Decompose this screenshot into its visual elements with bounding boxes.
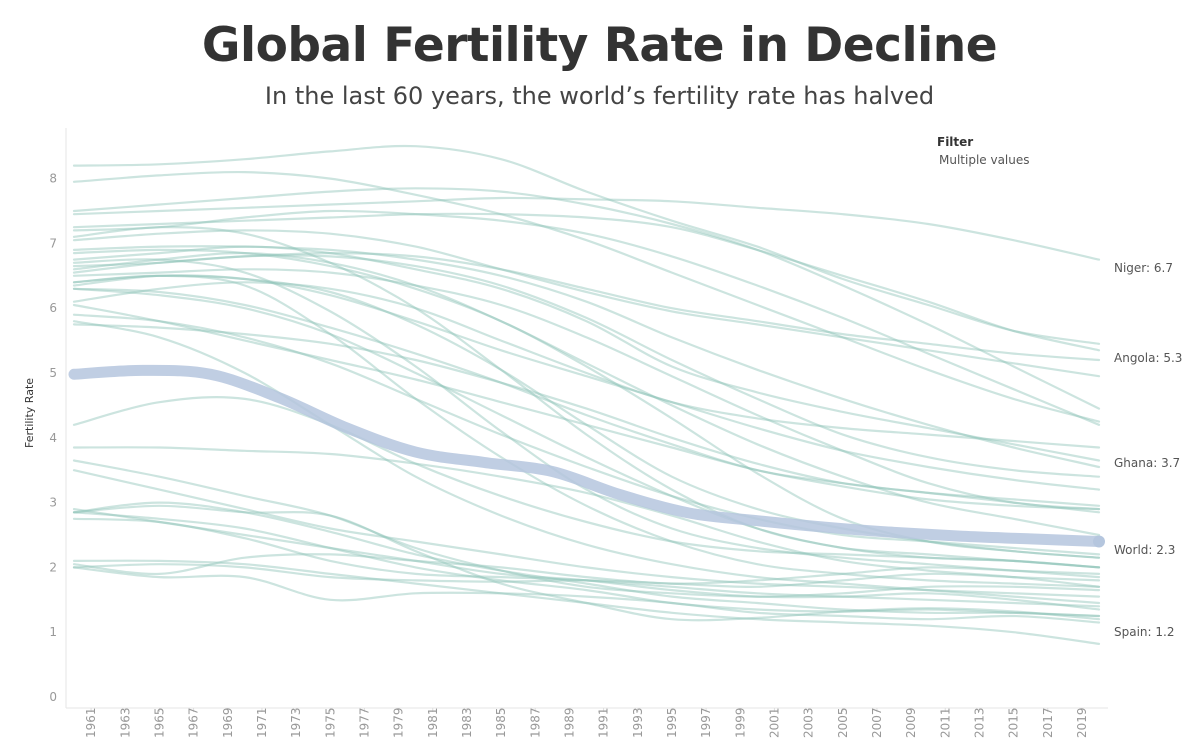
- country-line-38: [72, 251, 1101, 362]
- country-line-5: [72, 170, 1101, 423]
- country-line-33: [72, 511, 1101, 618]
- end-label: Spain: 1.2: [1114, 625, 1174, 639]
- country-line-35: [72, 559, 1101, 645]
- country-line-12: [72, 248, 1101, 559]
- x-tick-label: 1991: [597, 707, 611, 738]
- x-tick-label: 1967: [187, 707, 201, 738]
- x-tick-label: 1993: [631, 707, 645, 738]
- country-line-29: [72, 501, 1101, 618]
- country-line-15: [72, 313, 1101, 556]
- country-line-4: [72, 144, 1101, 345]
- x-tick-label: 2015: [1007, 707, 1021, 738]
- axes: 0 1 2 3 4 5 6 7 8 1961 1963 1965 1967 1969 1971 1973 197…: [49, 128, 1108, 738]
- x-tick-label: 1961: [84, 707, 98, 738]
- country-line-36: [72, 274, 1101, 491]
- chart-subtitle: In the last 60 years, the world’s fertil…: [264, 82, 935, 110]
- x-tick-label: 2013: [972, 707, 986, 738]
- country-line-13: [72, 287, 1101, 569]
- country-line-30: [72, 553, 1101, 585]
- x-tick-label: 1979: [392, 707, 406, 738]
- x-tick-label: 1963: [118, 707, 132, 738]
- y-tick-label: 7: [49, 236, 57, 250]
- country-line-24: [72, 396, 1101, 569]
- x-tick-label: 2017: [1041, 707, 1055, 738]
- x-tick-label: 1987: [528, 707, 542, 738]
- country-line-8: [72, 254, 1101, 478]
- x-tick-label: 1975: [323, 707, 337, 738]
- country-line-16: [72, 323, 1101, 514]
- country-line-14: [72, 251, 1101, 537]
- country-line-22: [72, 320, 1101, 605]
- country-line-6: [72, 187, 1101, 410]
- y-tick-label: 6: [49, 301, 57, 315]
- end-label: World: 2.3: [1114, 543, 1175, 557]
- x-tick-label: 1973: [289, 707, 303, 738]
- y-tick-label: 2: [49, 560, 57, 574]
- x-tick-label: 1981: [426, 707, 440, 738]
- x-tick-label: 1995: [665, 707, 679, 738]
- end-label: Ghana: 3.7: [1114, 456, 1180, 470]
- x-tick-label: 2003: [802, 707, 816, 738]
- country-series: [72, 144, 1101, 645]
- x-tick-label: 1985: [494, 707, 508, 738]
- x-tick-label: 2011: [938, 707, 952, 738]
- x-tick-label: 1977: [357, 707, 371, 738]
- country-line-18: [72, 274, 1101, 588]
- end-label: Angola: 5.3: [1114, 351, 1182, 365]
- country-line-26: [72, 469, 1101, 598]
- y-tick-label: 8: [49, 172, 57, 186]
- end-label: Niger: 6.7: [1114, 261, 1173, 275]
- country-line-0: [72, 196, 1101, 261]
- x-tick-label: 2007: [870, 707, 884, 738]
- filter-label: Filter: [937, 135, 974, 149]
- x-tick-label: 2009: [904, 707, 918, 738]
- country-line-23: [72, 303, 1101, 511]
- y-axis-label: Fertility Rate: [23, 378, 36, 448]
- world-end-point: [1093, 535, 1105, 548]
- x-tick-label: 1983: [460, 707, 474, 738]
- filter-value[interactable]: Multiple values: [939, 153, 1030, 167]
- country-line-20: [72, 225, 1101, 569]
- country-line-28: [72, 517, 1101, 608]
- country-line-34: [72, 508, 1101, 611]
- filter-legend[interactable]: Filter Multiple values: [937, 135, 1030, 167]
- x-tick-label: 1969: [221, 707, 235, 738]
- country-line-10: [72, 268, 1101, 511]
- country-line-3: [72, 504, 1101, 622]
- world-line: [68, 364, 1105, 547]
- country-line-25: [72, 446, 1101, 588]
- x-tick-label: 2005: [836, 707, 850, 738]
- country-line-2: [72, 245, 1101, 462]
- country-line-17: [72, 281, 1101, 449]
- country-line-11: [72, 274, 1101, 559]
- x-tick-label: 1971: [255, 707, 269, 738]
- country-line-19: [72, 287, 1101, 507]
- country-line-7: [72, 209, 1101, 426]
- world-series: [68, 364, 1105, 548]
- x-tick-label: 2019: [1075, 707, 1089, 738]
- x-tick-label: 1999: [733, 707, 747, 738]
- chart-title: Global Fertility Rate in Decline: [201, 18, 998, 73]
- y-tick-label: 3: [49, 496, 57, 510]
- country-line-9: [72, 245, 1101, 469]
- y-tick-label: 5: [49, 366, 57, 380]
- y-tick-label: 1: [49, 625, 57, 639]
- country-line-32: [72, 566, 1101, 624]
- country-line-37: [72, 229, 1101, 378]
- country-line-31: [72, 563, 1101, 588]
- x-tick-label: 1989: [562, 707, 576, 738]
- y-tick-label: 4: [49, 431, 57, 445]
- y-tick-label: 0: [49, 690, 57, 704]
- country-line-21: [72, 258, 1101, 579]
- x-tick-label: 1965: [152, 707, 166, 738]
- x-tick-label: 2001: [767, 707, 781, 738]
- country-line-27: [72, 459, 1101, 598]
- end-labels: Niger: 6.7 Angola: 5.3 Ghana: 3.7 World: 2.…: [1114, 261, 1182, 639]
- x-tick-label: 1997: [699, 707, 713, 738]
- country-line-1: [72, 212, 1101, 352]
